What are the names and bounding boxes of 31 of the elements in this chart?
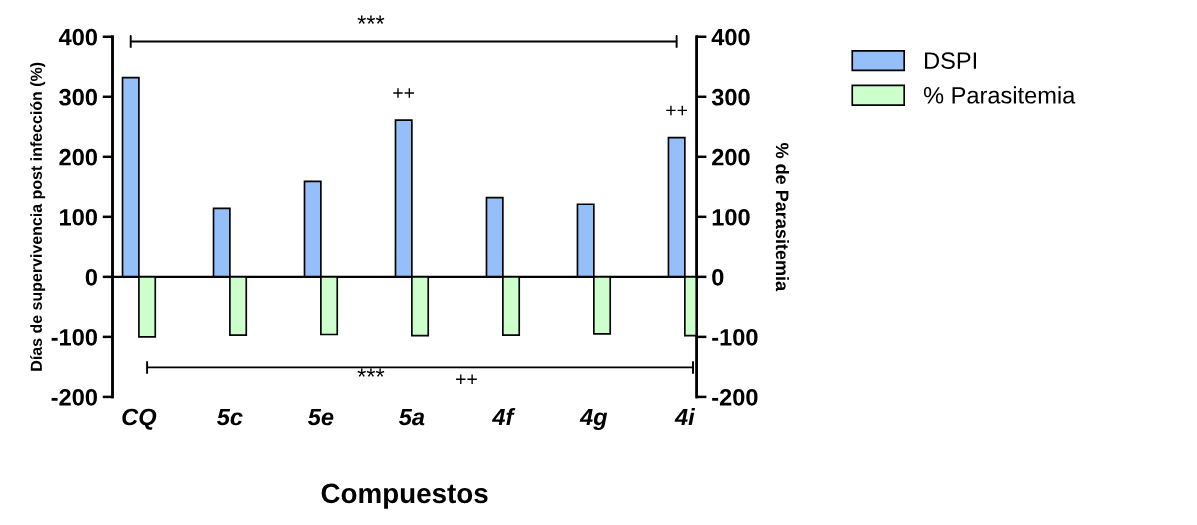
x-tick-label: 4f xyxy=(491,408,516,426)
y-tick-label: 0 xyxy=(85,268,97,286)
y-tick-label: -100 xyxy=(51,328,97,346)
text: *** xyxy=(357,15,385,24)
y2-tick-label: 0 xyxy=(712,268,724,286)
annotation: ++ xyxy=(666,105,688,116)
y-tick-label: 300 xyxy=(59,88,97,106)
y2-tick-label: -200 xyxy=(712,388,758,406)
x-axis-title: Compuestos xyxy=(321,483,488,509)
y-tick-label: 200 xyxy=(59,148,97,166)
y2-tick-label: 200 xyxy=(712,148,750,166)
legend-label: DSPI xyxy=(925,52,977,69)
y-axis-title: Días de supervivencia post infección (%) xyxy=(30,62,46,371)
y2-tick-label: 400 xyxy=(711,28,750,46)
y-tick-label: 100 xyxy=(60,208,97,226)
y2-tick-label: -100 xyxy=(712,328,758,346)
y2-tick-label: 100 xyxy=(712,208,750,226)
annotation: *** xyxy=(357,368,385,377)
x-tick-label: 5e xyxy=(307,408,334,426)
x-tick-label: 5a xyxy=(398,408,425,426)
x-tick-label: 4g xyxy=(579,408,608,431)
legend-label: % Parasitemia xyxy=(923,86,1076,104)
x-tick-label: 4i xyxy=(674,408,696,426)
y-tick-label: -200 xyxy=(51,388,97,406)
y-tick-label: 400 xyxy=(58,28,97,46)
y2-axis-title: % de Parasitemia xyxy=(775,143,790,292)
y2-tick-label: 300 xyxy=(711,88,750,106)
annotation: ++ xyxy=(456,374,477,384)
x-tick-label: 5c xyxy=(216,408,243,426)
annotation: ++ xyxy=(393,88,415,98)
x-tick-label: CQ xyxy=(122,408,157,430)
